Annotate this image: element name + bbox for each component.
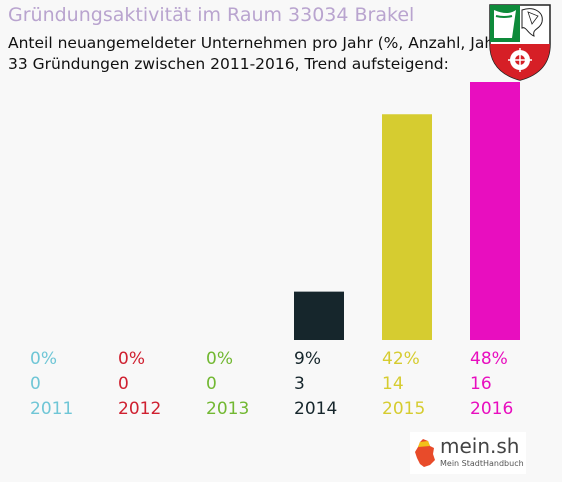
bar-2015	[382, 114, 432, 340]
year-label-2011: 2011	[30, 399, 73, 419]
year-label-2013: 2013	[206, 399, 249, 419]
percent-label-2014: 9%	[294, 349, 321, 369]
count-label-2014: 3	[294, 374, 305, 394]
chart-subtitle: Anteil neuangemeldeter Unternehmen pro J…	[8, 34, 507, 52]
germany-map-icon	[415, 439, 435, 467]
percent-label-2016: 48%	[470, 349, 508, 369]
bar-2016	[470, 82, 520, 340]
count-label-2011: 0	[30, 374, 41, 394]
brand-tagline: Mein StadtHandbuch	[440, 459, 524, 468]
bar-2014	[294, 291, 344, 340]
count-label-2013: 0	[206, 374, 217, 394]
percent-label-2015: 42%	[382, 349, 420, 369]
brand-logo: mein.sh Mein StadtHandbuch	[410, 432, 526, 474]
percent-label-2012: 0%	[118, 349, 145, 369]
chart-title: Gründungsaktivität im Raum 33034 Brakel	[8, 4, 415, 26]
year-label-2016: 2016	[470, 399, 513, 419]
chart-summary: 33 Gründungen zwischen 2011-2016, Trend …	[8, 55, 449, 73]
percent-label-2011: 0%	[30, 349, 57, 369]
count-label-2016: 16	[470, 374, 492, 394]
year-label-2014: 2014	[294, 399, 337, 419]
count-label-2015: 14	[382, 374, 404, 394]
year-label-2012: 2012	[118, 399, 161, 419]
nrw-coat-of-arms-icon	[489, 4, 551, 81]
percent-label-2013: 0%	[206, 349, 233, 369]
year-label-2015: 2015	[382, 399, 425, 419]
count-label-2012: 0	[118, 374, 129, 394]
brand-name: mein.sh	[440, 434, 520, 458]
